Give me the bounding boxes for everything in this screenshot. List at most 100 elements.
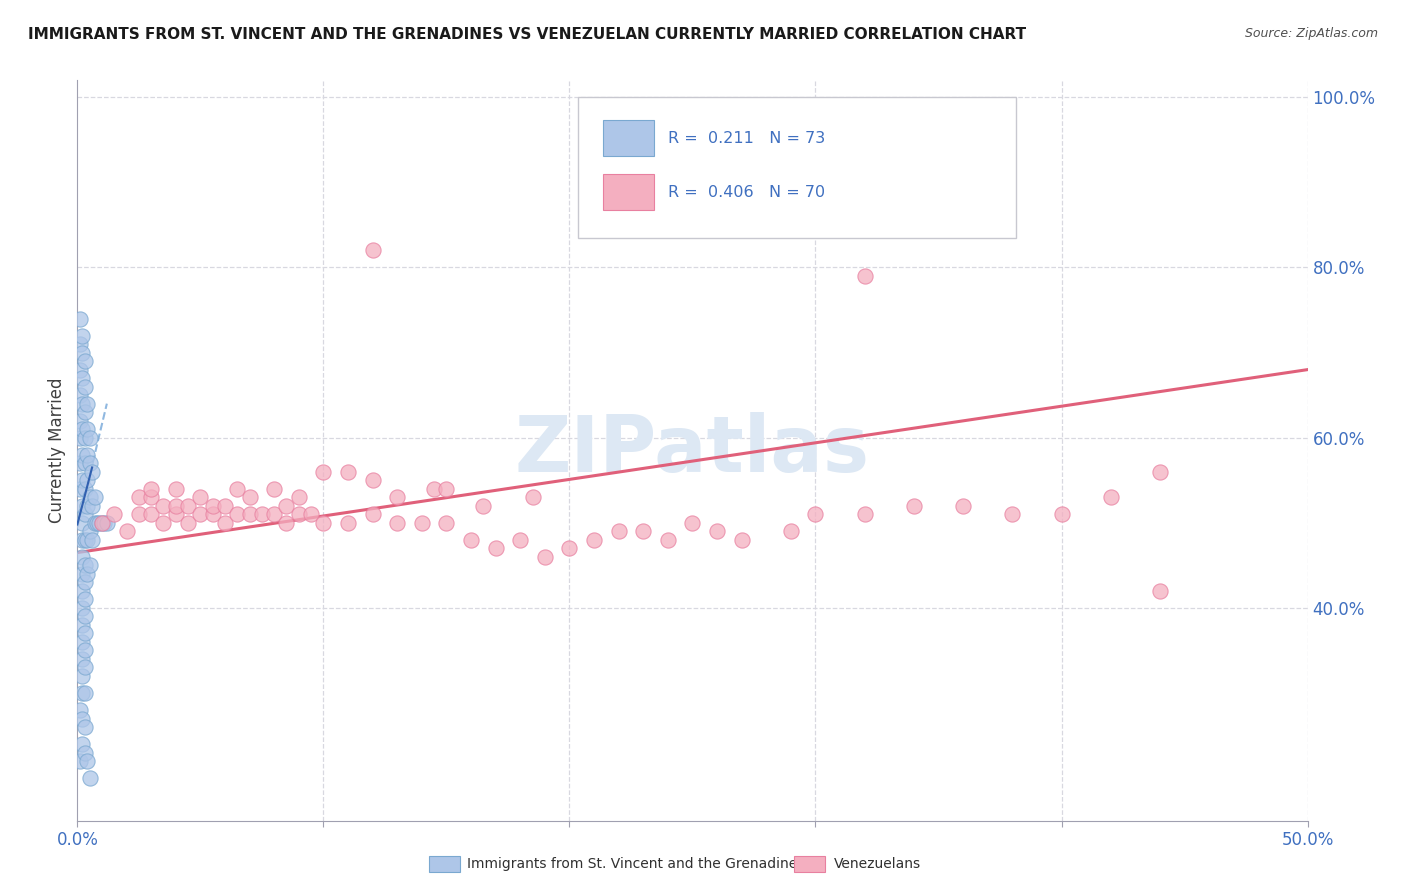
Point	[423, 482, 446, 496]
Point	[76, 566, 98, 581]
Point	[903, 499, 925, 513]
Point	[288, 508, 311, 522]
Point	[141, 508, 163, 522]
Point	[73, 660, 96, 674]
Point	[436, 482, 458, 496]
Point	[853, 193, 876, 207]
Point	[73, 643, 96, 657]
Point	[239, 508, 262, 522]
Point	[90, 516, 114, 530]
Point	[70, 583, 93, 598]
Point	[682, 516, 704, 530]
Point	[411, 516, 433, 530]
Point	[312, 516, 335, 530]
Point	[79, 524, 101, 539]
Point	[70, 448, 93, 462]
Point	[633, 524, 655, 539]
Point	[89, 516, 111, 530]
Point	[82, 533, 104, 547]
Point	[76, 499, 98, 513]
Point	[152, 516, 174, 530]
Point	[70, 686, 93, 700]
Point	[73, 456, 96, 470]
Text: Source: ZipAtlas.com: Source: ZipAtlas.com	[1244, 27, 1378, 40]
Point	[69, 362, 91, 376]
Point	[385, 490, 409, 504]
Point	[73, 379, 96, 393]
Point	[522, 490, 544, 504]
Point	[73, 508, 96, 522]
Point	[214, 499, 236, 513]
Point	[86, 516, 108, 530]
Point	[780, 524, 803, 539]
Point	[73, 720, 96, 734]
Point	[70, 737, 93, 751]
Point	[69, 456, 91, 470]
Point	[73, 354, 96, 368]
Point	[73, 575, 96, 590]
Point	[70, 422, 93, 436]
Point	[141, 490, 163, 504]
Text: R =  0.406   N = 70: R = 0.406 N = 70	[668, 185, 825, 200]
Point	[188, 490, 212, 504]
Point	[70, 473, 93, 487]
Point	[70, 712, 93, 726]
Text: Immigrants from St. Vincent and the Grenadines: Immigrants from St. Vincent and the Gren…	[467, 857, 804, 871]
Point	[76, 473, 98, 487]
Point	[214, 516, 236, 530]
Point	[73, 533, 96, 547]
Point	[165, 499, 187, 513]
Text: Venezuelans: Venezuelans	[834, 857, 921, 871]
Point	[239, 490, 262, 504]
Point	[706, 524, 728, 539]
Point	[299, 508, 322, 522]
Point	[177, 499, 200, 513]
Point	[70, 618, 93, 632]
Point	[69, 414, 91, 428]
Point	[76, 448, 98, 462]
FancyBboxPatch shape	[578, 96, 1017, 238]
Point	[69, 754, 91, 768]
Point	[385, 516, 409, 530]
Point	[226, 482, 249, 496]
Point	[276, 516, 298, 530]
Point	[73, 626, 96, 640]
Point	[226, 508, 249, 522]
Point	[853, 508, 876, 522]
Point	[76, 754, 98, 768]
Point	[96, 516, 118, 530]
Point	[188, 508, 212, 522]
Point	[250, 508, 273, 522]
Point	[73, 686, 96, 700]
Point	[70, 566, 93, 581]
Point	[70, 516, 93, 530]
Point	[165, 508, 187, 522]
Point	[804, 508, 827, 522]
Point	[69, 311, 91, 326]
Point	[90, 516, 114, 530]
Point	[177, 516, 200, 530]
Point	[361, 244, 384, 258]
Point	[1149, 583, 1171, 598]
Point	[263, 508, 285, 522]
Point	[83, 516, 105, 530]
Point	[76, 397, 98, 411]
Point	[79, 558, 101, 573]
Point	[337, 516, 360, 530]
Point	[93, 516, 115, 530]
Point	[583, 533, 606, 547]
Point	[657, 533, 679, 547]
Point	[69, 703, 91, 717]
Point	[73, 558, 96, 573]
Point	[436, 516, 458, 530]
Point	[73, 746, 96, 760]
Point	[853, 268, 876, 283]
Point	[201, 508, 224, 522]
Point	[70, 669, 93, 683]
Point	[73, 431, 96, 445]
Point	[201, 499, 224, 513]
Point	[79, 456, 101, 470]
Point	[128, 490, 150, 504]
Point	[115, 524, 138, 539]
Point	[70, 652, 93, 666]
